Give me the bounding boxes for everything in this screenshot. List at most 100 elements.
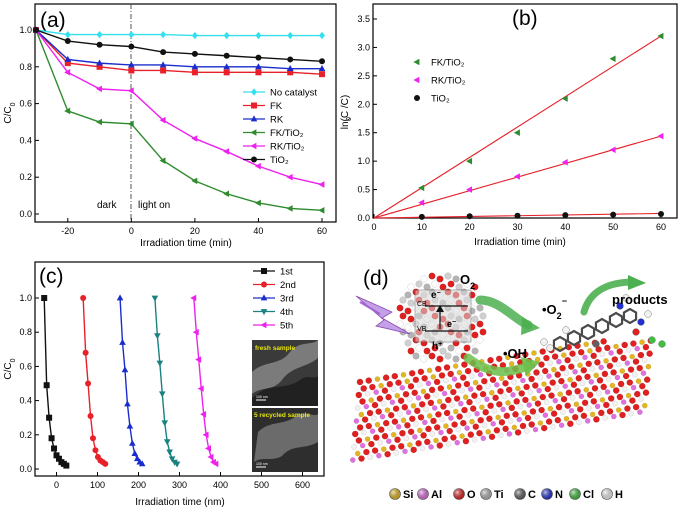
- slab-atom: [568, 407, 575, 414]
- tio2-atom: [404, 291, 412, 299]
- panel-c-point-4th: [151, 295, 159, 302]
- slab-atom: [491, 408, 498, 414]
- slab-atom: [503, 412, 511, 420]
- panel-a-series-line-rk-tio: [35, 29, 323, 186]
- panel-a-point-no-catalyst: [223, 31, 230, 40]
- legend-atom-shade-c: [514, 488, 526, 500]
- superoxide-label: •O2−: [542, 296, 567, 321]
- slab-atom: [364, 436, 371, 442]
- panel-d-label: (d): [363, 267, 389, 290]
- slab-atom: [603, 358, 609, 364]
- panel-c-xtick-label: 500: [254, 480, 269, 490]
- slab-atom: [376, 395, 384, 402]
- slab-atom: [513, 398, 520, 405]
- panel-a-xlabel: Irradiation time (min): [140, 238, 232, 249]
- panel-b-ytick-label: 1.5: [357, 128, 370, 138]
- slab-atom: [363, 403, 370, 410]
- slab-atom: [608, 350, 614, 356]
- element-legend: Si Al O Ti C N Cl H: [389, 488, 623, 501]
- slab-atom: [544, 385, 552, 393]
- slab-atom: [365, 422, 373, 430]
- molecule-ring: [622, 307, 638, 325]
- slab-atom: [485, 383, 491, 389]
- molecule-ring: [594, 317, 610, 335]
- slab-atom: [548, 392, 555, 399]
- panel-a-legend-label-rk-tio: RK/TiO₂: [270, 142, 305, 153]
- slab-atom: [567, 420, 574, 427]
- panel-a-legend-label-rk: RK: [270, 115, 284, 126]
- panel-c-point-3rd: [121, 366, 129, 373]
- panel-a-point-no-catalyst: [160, 31, 167, 39]
- slab-atom: [391, 418, 399, 425]
- slab-atom: [555, 403, 563, 411]
- slab-atom: [368, 397, 374, 403]
- panel-a-point-rk-tio: [318, 181, 325, 188]
- legend-atom-shade-n: [541, 488, 553, 500]
- slab-atom: [589, 366, 596, 372]
- slab-atom: [634, 390, 641, 398]
- tio2-atom: [447, 280, 455, 288]
- panel-c-point-5th: [212, 460, 219, 468]
- slab-atom: [377, 439, 383, 446]
- slab-atom: [630, 340, 637, 347]
- slab-atom: [565, 389, 573, 396]
- slab-atom: [459, 374, 467, 381]
- tio2-atom: [439, 283, 447, 291]
- legend-label-o: O: [467, 489, 476, 501]
- panel-c-point-1st: [63, 462, 70, 469]
- slab-atom: [445, 441, 452, 447]
- tem-recycled-label: 5 recycled sample: [254, 412, 310, 419]
- panel-b-point-tio: [658, 211, 664, 218]
- slab-atom: [627, 366, 635, 373]
- panel-a-series-line-no-catalyst: [35, 29, 322, 37]
- panel-a-ytick-label: 0.4: [19, 135, 32, 145]
- arrow-to-hydroxyl: [463, 353, 533, 377]
- slab-atom: [466, 398, 473, 406]
- slab-atom: [538, 361, 545, 368]
- slab-atom: [599, 351, 606, 358]
- slab-atom: [598, 409, 605, 417]
- molecule-ring: [608, 311, 624, 329]
- slab-atom: [505, 386, 513, 394]
- slab-atom: [537, 420, 544, 426]
- tio2-atom: [407, 299, 415, 307]
- slab-atom: [632, 403, 640, 411]
- slab-atom: [643, 376, 651, 383]
- slab-atom: [584, 373, 591, 381]
- slab-atom: [515, 385, 521, 392]
- slab-atom: [417, 368, 425, 376]
- slab-atom: [624, 360, 631, 366]
- slab-atom: [628, 410, 634, 417]
- tem-inset-fresh: fresh sample 100 nm: [252, 340, 318, 406]
- slab-atom: [539, 348, 546, 355]
- slab-atom: [485, 428, 491, 435]
- tem-inset-recycled: 5 recycled sample 100 nm: [252, 408, 318, 472]
- molecule-atom: [540, 338, 548, 346]
- slab-atom: [412, 434, 418, 440]
- panel-b-point-tio: [610, 211, 617, 218]
- slab-atom: [401, 403, 409, 411]
- slab-atom: [629, 397, 636, 404]
- tio2-atom: [423, 283, 431, 291]
- legend-atom-shade-al: [417, 488, 429, 500]
- panel-a-ytick-label: 0.6: [19, 99, 32, 109]
- slab-atom: [495, 355, 503, 363]
- slab-atom: [612, 387, 620, 394]
- slab-atom: [475, 397, 481, 404]
- panel-a-point-fk-tio: [286, 205, 293, 212]
- tio2-atom: [471, 331, 479, 339]
- tio2-atom: [463, 280, 471, 288]
- slab-atom: [549, 379, 556, 386]
- panel-c-series-line-1st: [43, 297, 67, 467]
- panel-a-point-fk: [287, 69, 294, 76]
- slab-atom: [351, 444, 357, 450]
- slab-atom: [369, 383, 376, 391]
- tio2-atom: [399, 296, 407, 304]
- slab-atom: [410, 446, 417, 454]
- panel-a-xtick-label: -20: [61, 226, 74, 236]
- tem-fresh-shadow: [252, 376, 318, 406]
- tio2-atom: [407, 347, 415, 355]
- slab-atom: [469, 405, 477, 412]
- tio2-atom: [452, 275, 460, 283]
- panel-c-xtick-label: 0: [54, 480, 59, 490]
